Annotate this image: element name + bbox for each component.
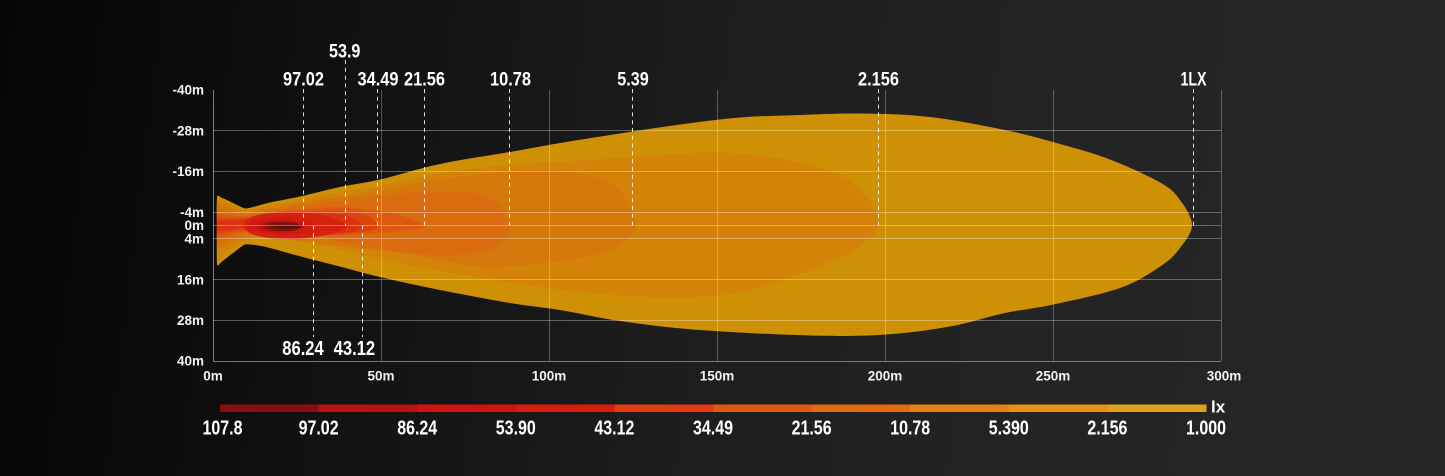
svg-text:1.000: 1.000 xyxy=(1186,418,1226,440)
svg-text:28m: 28m xyxy=(177,313,204,328)
svg-text:-16m: -16m xyxy=(172,164,204,179)
svg-text:-4m: -4m xyxy=(180,205,204,220)
svg-text:-28m: -28m xyxy=(172,123,204,138)
svg-text:10.78: 10.78 xyxy=(490,70,531,91)
svg-text:16m: 16m xyxy=(177,272,204,287)
svg-text:100m: 100m xyxy=(532,369,567,384)
svg-text:107.8: 107.8 xyxy=(203,418,243,440)
svg-text:4m: 4m xyxy=(184,232,204,247)
svg-text:lx: lx xyxy=(1211,398,1226,417)
svg-text:5.390: 5.390 xyxy=(989,418,1029,440)
svg-text:5.39: 5.39 xyxy=(617,70,649,91)
svg-text:21.56: 21.56 xyxy=(404,70,445,91)
svg-text:50m: 50m xyxy=(367,369,394,384)
svg-text:10.78: 10.78 xyxy=(890,418,930,440)
svg-text:2.156: 2.156 xyxy=(858,70,899,91)
svg-text:0m: 0m xyxy=(203,369,223,384)
svg-text:-40m: -40m xyxy=(172,83,204,98)
svg-text:97.02: 97.02 xyxy=(299,418,339,440)
svg-text:53.9: 53.9 xyxy=(329,42,361,63)
svg-text:21.56: 21.56 xyxy=(792,418,832,440)
svg-text:250m: 250m xyxy=(1036,369,1071,384)
svg-text:0m: 0m xyxy=(184,218,204,233)
svg-text:150m: 150m xyxy=(700,369,735,384)
svg-text:86.24: 86.24 xyxy=(282,337,324,360)
svg-text:53.90: 53.90 xyxy=(496,418,536,440)
svg-text:43.12: 43.12 xyxy=(594,418,634,440)
svg-text:40m: 40m xyxy=(177,354,204,369)
svg-text:300m: 300m xyxy=(1207,369,1242,384)
svg-text:43.12: 43.12 xyxy=(334,337,376,360)
svg-text:34.49: 34.49 xyxy=(358,70,399,91)
svg-text:200m: 200m xyxy=(868,369,903,384)
svg-text:2.156: 2.156 xyxy=(1087,418,1127,440)
svg-text:86.24: 86.24 xyxy=(397,418,438,440)
svg-text:1LX: 1LX xyxy=(1181,70,1207,91)
svg-text:34.49: 34.49 xyxy=(693,418,733,440)
svg-text:97.02: 97.02 xyxy=(283,70,324,91)
